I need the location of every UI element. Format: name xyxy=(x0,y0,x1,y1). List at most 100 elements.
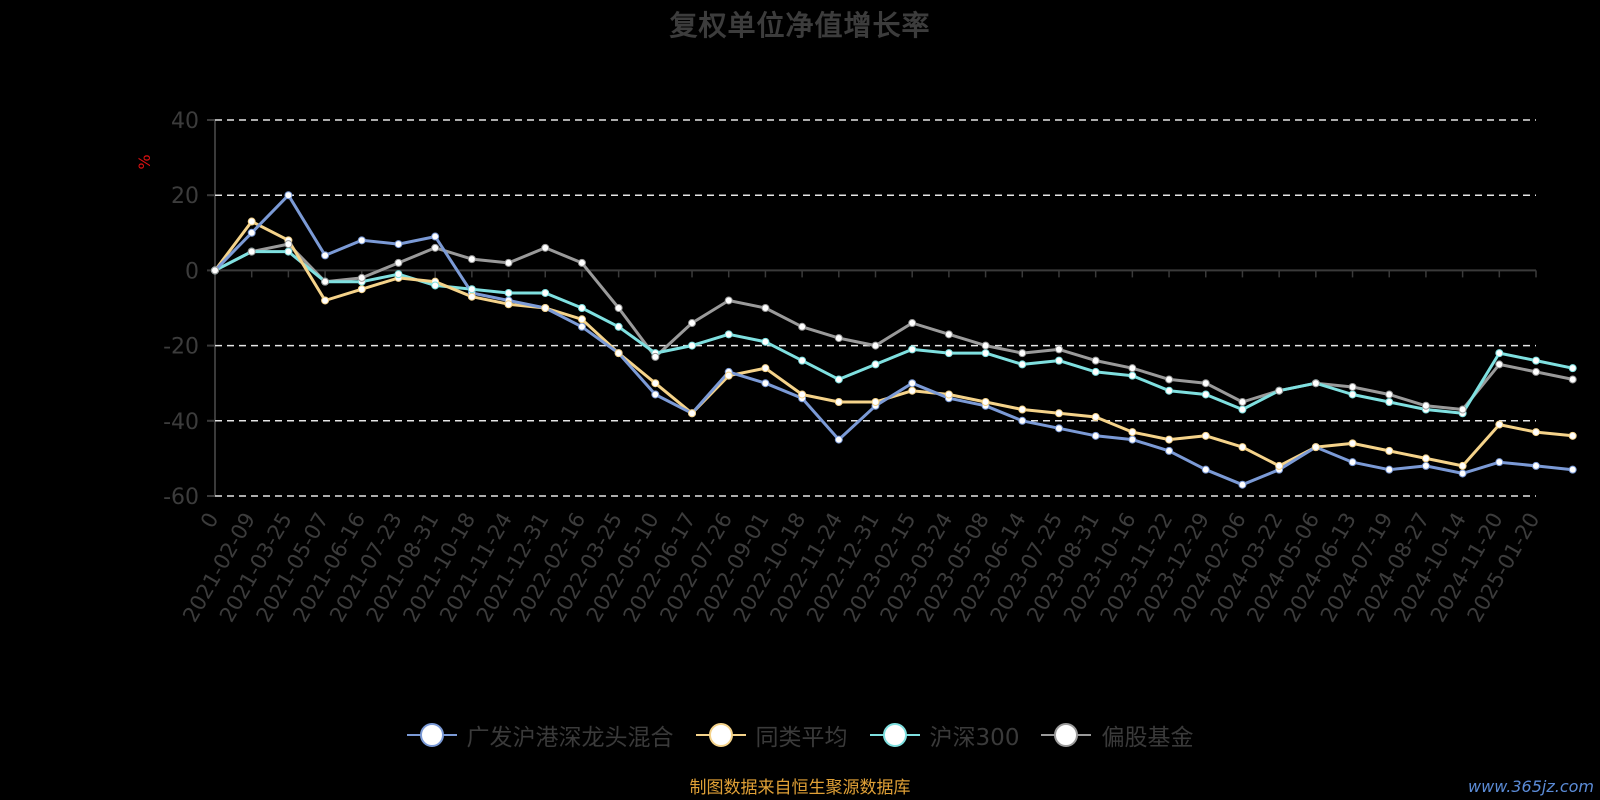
data-point xyxy=(614,322,623,331)
data-point xyxy=(1091,356,1100,365)
data-point xyxy=(1421,401,1430,410)
legend-item[interactable]: 偏股基金 xyxy=(1041,718,1193,752)
data-point xyxy=(944,390,953,399)
legend-item[interactable]: 同类平均 xyxy=(695,718,848,752)
data-point xyxy=(908,379,917,388)
data-point xyxy=(1054,409,1063,418)
data-point xyxy=(1018,360,1027,369)
data-point xyxy=(1421,461,1430,470)
data-point xyxy=(467,292,476,301)
data-point xyxy=(1495,360,1504,369)
data-point xyxy=(1385,446,1394,455)
data-point xyxy=(1238,443,1247,452)
legend-item[interactable]: 沪深300 xyxy=(869,718,1019,752)
data-point xyxy=(541,243,550,252)
y-tick-label: 0 xyxy=(185,259,199,284)
y-tick-label: -60 xyxy=(163,485,199,510)
data-point xyxy=(394,240,403,249)
data-point xyxy=(284,247,293,256)
data-point xyxy=(1165,375,1174,384)
data-point xyxy=(614,304,623,312)
data-point xyxy=(761,304,770,312)
data-point xyxy=(871,341,880,350)
data-point xyxy=(1311,379,1320,388)
data-point xyxy=(247,247,256,256)
data-point xyxy=(1532,428,1540,437)
data-point xyxy=(981,341,990,350)
legend-marker-icon xyxy=(695,723,746,747)
data-point xyxy=(247,217,256,226)
data-point xyxy=(688,319,697,328)
data-point xyxy=(1568,375,1577,384)
y-tick-label: 20 xyxy=(171,184,199,209)
data-point xyxy=(1568,364,1577,373)
data-point xyxy=(1054,356,1063,365)
data-point xyxy=(1018,416,1027,425)
data-point xyxy=(504,288,513,297)
data-point xyxy=(761,379,770,388)
legend-item[interactable]: 广发沪港深龙头混合 xyxy=(406,718,674,752)
data-point xyxy=(1275,461,1284,470)
y-tick-label: -20 xyxy=(163,335,199,360)
data-point xyxy=(651,352,660,361)
series-line-偏股基金 xyxy=(214,242,1574,411)
data-point xyxy=(1201,465,1210,474)
data-point xyxy=(357,285,366,294)
legend-marker-icon xyxy=(406,723,457,747)
y-tick-label: -40 xyxy=(163,410,199,435)
data-point xyxy=(724,330,733,339)
data-point xyxy=(577,258,586,267)
data-point xyxy=(908,319,917,328)
data-point xyxy=(357,273,366,282)
data-point xyxy=(1238,480,1247,489)
data-point xyxy=(1201,390,1210,399)
legend-marker-icon xyxy=(869,723,920,747)
data-point xyxy=(1348,439,1357,448)
data-point xyxy=(431,281,440,290)
data-point xyxy=(834,334,843,343)
data-point xyxy=(577,315,586,324)
data-point xyxy=(1128,428,1137,437)
chart-legend[interactable]: 广发沪港深龙头混合 同类平均 沪深300 偏股基金 xyxy=(0,718,1600,752)
data-point xyxy=(1568,431,1577,440)
data-point xyxy=(981,349,990,358)
data-point xyxy=(798,356,807,365)
x-tick-label: 0 xyxy=(196,509,223,533)
data-point xyxy=(1495,458,1504,467)
data-point xyxy=(247,228,256,237)
data-point xyxy=(1128,364,1137,373)
data-point xyxy=(1091,367,1100,376)
data-point xyxy=(724,296,733,305)
series-line-广发沪港深龙头混合 xyxy=(213,193,1573,487)
data-point xyxy=(541,288,550,297)
data-point xyxy=(211,266,219,275)
data-point xyxy=(1238,405,1247,414)
chart-title: 复权单位净值增长率 xyxy=(669,9,931,42)
data-point xyxy=(321,251,330,260)
data-point xyxy=(431,243,440,252)
legend-marker-icon xyxy=(1041,723,1092,747)
data-point xyxy=(944,330,953,339)
data-point xyxy=(1532,356,1540,365)
data-point xyxy=(908,345,917,354)
data-point xyxy=(1458,461,1467,470)
data-point xyxy=(798,390,807,399)
data-point xyxy=(1128,371,1137,380)
data-point xyxy=(467,285,476,294)
data-point xyxy=(1275,386,1284,395)
y-axis-label: % xyxy=(135,154,154,169)
series-line-沪深300 xyxy=(214,250,1574,415)
data-point xyxy=(944,349,953,358)
data-point xyxy=(1458,469,1467,478)
data-point xyxy=(321,296,330,305)
data-point xyxy=(1385,390,1394,399)
data-point xyxy=(981,398,990,406)
data-point xyxy=(284,191,293,200)
watermark: www.365jz.com xyxy=(1468,777,1594,796)
data-point xyxy=(1421,454,1430,463)
data-point xyxy=(724,371,733,380)
data-point xyxy=(1348,382,1357,391)
data-source-note: 制图数据来自恒生聚源数据库 xyxy=(689,778,911,798)
data-point xyxy=(577,322,586,331)
data-point xyxy=(284,240,293,249)
